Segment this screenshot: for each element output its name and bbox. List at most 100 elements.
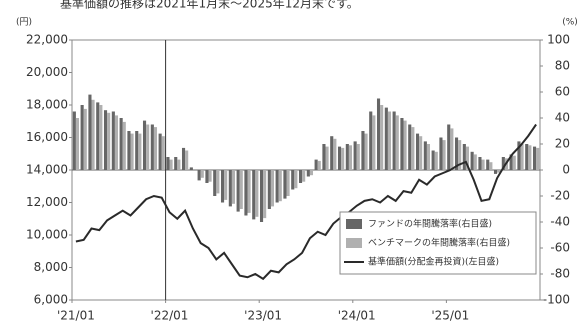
bar — [208, 170, 212, 182]
bar — [169, 159, 173, 170]
legend-label: ベンチマークの年間騰落率(右目盛) — [368, 237, 510, 249]
bar — [509, 154, 513, 170]
bar — [255, 170, 259, 217]
y-tick-label: 22,000 — [26, 33, 68, 47]
bar — [244, 170, 248, 216]
bar — [395, 115, 399, 170]
bar — [138, 133, 142, 170]
bar — [322, 144, 326, 170]
bar — [267, 170, 271, 209]
y-tick-label: 18,000 — [26, 98, 68, 112]
y2-tick-label: 40 — [555, 111, 570, 125]
bar — [512, 155, 516, 170]
x-tick-label: '21/01 — [57, 309, 95, 323]
bar — [517, 141, 521, 170]
bar — [259, 170, 264, 222]
bar — [96, 102, 100, 170]
bar — [411, 127, 415, 170]
bar — [158, 133, 162, 170]
bar — [525, 144, 529, 170]
bar — [275, 170, 279, 203]
bar — [119, 118, 123, 170]
x-tick-label: '25/01 — [431, 309, 469, 323]
bar — [380, 105, 384, 170]
y2-tick-label: 20 — [555, 137, 570, 151]
bar — [283, 170, 287, 199]
bar — [181, 147, 186, 170]
bar — [345, 144, 349, 170]
bar — [361, 131, 365, 170]
bar — [114, 115, 119, 170]
bar — [465, 146, 470, 170]
bar — [252, 170, 256, 220]
bar — [231, 170, 236, 204]
bar — [493, 170, 498, 174]
bar — [333, 138, 337, 170]
bar — [426, 144, 431, 170]
y-tick-label: 20,000 — [26, 65, 68, 79]
bar — [431, 150, 435, 170]
bar — [302, 170, 306, 182]
bar — [278, 170, 282, 202]
y-tick-label: 6,000 — [34, 293, 68, 307]
y2-tick-label: -40 — [550, 215, 570, 229]
bar — [80, 105, 84, 170]
bar — [205, 170, 209, 183]
x-tick-label: '24/01 — [338, 309, 376, 323]
bar — [372, 115, 376, 170]
bar — [270, 170, 275, 207]
chart-title: 基準価額の推移は2021年1月末～2025年12月末です。 — [60, 0, 359, 11]
bar — [528, 145, 532, 170]
bar — [127, 131, 131, 170]
bar — [72, 111, 76, 170]
bar — [122, 121, 126, 170]
bar — [103, 110, 108, 170]
y2-tick-label: 100 — [547, 33, 570, 47]
bar — [99, 105, 103, 170]
legend-swatch — [346, 219, 362, 229]
bar — [387, 111, 392, 170]
bar — [376, 98, 381, 170]
bar — [111, 111, 115, 170]
x-tick-label: '22/01 — [151, 309, 189, 323]
bar — [532, 146, 537, 170]
bar — [220, 170, 225, 203]
bar — [185, 150, 189, 170]
bar — [501, 157, 505, 170]
legend-swatch — [346, 238, 362, 248]
bar — [423, 141, 427, 170]
bar — [291, 170, 295, 190]
bar — [489, 162, 493, 170]
bar — [462, 144, 466, 170]
bar — [481, 159, 485, 170]
bar — [135, 131, 139, 170]
bar — [400, 118, 404, 170]
bar — [473, 154, 477, 170]
bar — [497, 170, 501, 173]
bar — [442, 140, 446, 170]
bar — [224, 170, 228, 200]
y-axis-label: (円) — [16, 17, 32, 28]
bar — [486, 159, 490, 170]
bar — [439, 137, 443, 170]
bar — [306, 170, 310, 177]
bar — [348, 145, 353, 170]
bar — [298, 170, 303, 183]
bar — [384, 107, 388, 170]
bar — [403, 120, 407, 170]
y2-tick-label: -20 — [550, 189, 570, 203]
bar — [166, 157, 170, 170]
y-tick-label: 12,000 — [26, 195, 68, 209]
bar — [356, 144, 360, 170]
bar — [470, 151, 474, 170]
y2-tick-label: -100 — [543, 293, 570, 307]
bar — [161, 136, 165, 170]
bar — [174, 157, 178, 170]
line — [75, 123, 537, 281]
bar — [458, 140, 462, 170]
bar — [478, 157, 482, 170]
bar — [364, 133, 368, 170]
bar — [369, 111, 373, 170]
bar — [189, 167, 193, 170]
bar — [309, 170, 314, 176]
